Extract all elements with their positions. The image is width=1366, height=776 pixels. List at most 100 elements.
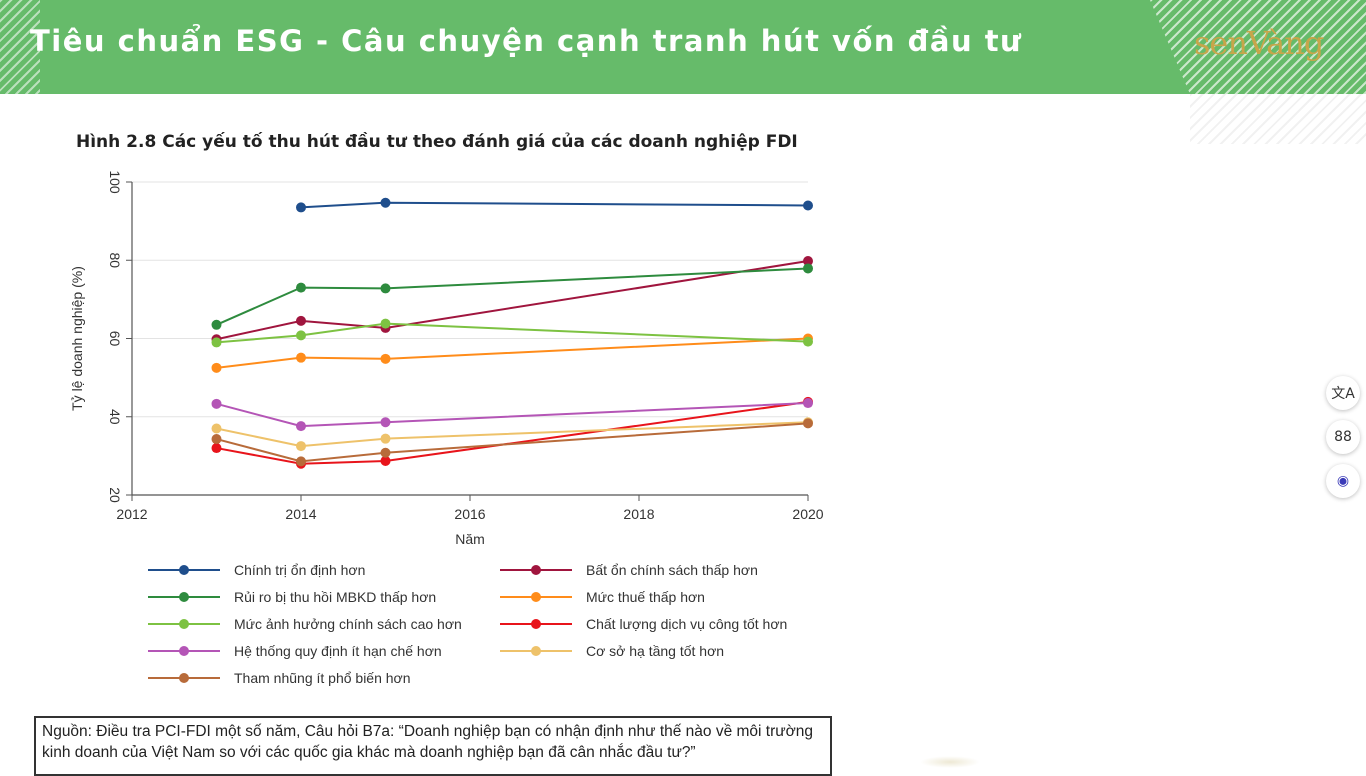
series-line (300, 201, 809, 209)
data-point (211, 319, 222, 330)
data-point (211, 434, 222, 445)
data-point (296, 441, 306, 452)
data-point (296, 202, 306, 213)
decorative-stripes (1190, 94, 1366, 144)
legend-swatch (148, 619, 220, 629)
data-point (211, 398, 222, 409)
data-point (803, 256, 813, 267)
x-tick-label: 2016 (454, 506, 485, 522)
legend-label: Mức ảnh hưởng chính sách cao hơn (234, 616, 462, 632)
legend-label: Cơ sở hạ tầng tốt hơn (586, 643, 725, 659)
data-point (296, 330, 306, 341)
apps-icon[interactable]: 88 (1326, 420, 1360, 454)
chart-gridlines (132, 181, 808, 496)
series-8 (211, 418, 813, 467)
series-line (216, 402, 809, 428)
legend-item: Chất lượng dịch vụ công tốt hơn (498, 612, 787, 636)
series-line (216, 421, 809, 448)
translate-icon[interactable]: 文A (1326, 376, 1360, 410)
assistant-icon[interactable]: ◉ (1326, 464, 1360, 498)
decorative-blur (920, 756, 980, 768)
data-point (380, 455, 391, 466)
series-6 (211, 398, 813, 432)
data-point (296, 456, 306, 467)
data-point (803, 398, 813, 409)
data-point (803, 336, 813, 347)
slide-title: Tiêu chuẩn ESG - Câu chuyện cạnh tranh h… (30, 24, 1023, 58)
x-tick-label: 2012 (116, 506, 147, 522)
data-point (380, 433, 391, 444)
y-tick-label: 60 (107, 331, 123, 347)
legend-label: Mức thuế thấp hơn (586, 589, 705, 605)
data-point (296, 421, 306, 432)
data-point (380, 197, 391, 208)
data-point (380, 417, 391, 428)
header-stripes-right (1150, 0, 1366, 94)
data-point (211, 362, 222, 373)
legend-swatch (148, 592, 220, 602)
series-line (216, 267, 809, 326)
data-point (380, 447, 391, 458)
y-axis-title: Tỷ lệ doanh nghiệp (%) (69, 266, 85, 411)
series-2 (211, 263, 813, 330)
legend-item: Chính trị ổn định hơn (146, 558, 365, 582)
slide-header: Tiêu chuẩn ESG - Câu chuyện cạnh tranh h… (0, 0, 1366, 94)
legend-swatch (148, 673, 220, 683)
source-line-2: kinh doanh của Việt Nam so với các quốc … (42, 744, 696, 761)
legend-item: Tham nhũng ít phổ biến hơn (146, 666, 411, 690)
legend-label: Chính trị ổn định hơn (234, 562, 366, 578)
legend-swatch (500, 619, 572, 629)
legend-label: Tham nhũng ít phổ biến hơn (234, 670, 411, 686)
data-point (380, 353, 391, 364)
data-point (211, 423, 222, 434)
data-point (211, 337, 222, 348)
data-point (211, 443, 222, 454)
legend-label: Rủi ro bị thu hồi MBKD thấp hơn (234, 589, 437, 605)
series-line (216, 322, 809, 344)
x-tick-label: 2020 (792, 506, 823, 522)
legend-swatch (500, 592, 572, 602)
legend-item: Bất ổn chính sách thấp hơn (498, 558, 758, 582)
legend-swatch (148, 646, 220, 656)
y-tick-label: 20 (107, 487, 123, 503)
legend-item: Rủi ro bị thu hồi MBKD thấp hơn (146, 585, 436, 609)
legend-swatch (148, 565, 220, 575)
legend-label: Hệ thống quy định ít hạn chế hơn (234, 643, 442, 659)
legend-swatch (500, 646, 572, 656)
chart-legend: Chính trị ổn định hơn Bất ổn chính sách t… (146, 558, 826, 698)
series-line (216, 422, 809, 463)
legend-label: Chất lượng dịch vụ công tốt hơn (586, 616, 788, 632)
figure-title: Hình 2.8 Các yếu tố thu hút đầu tư theo … (76, 132, 798, 152)
x-axis-title: Năm (455, 531, 485, 547)
legend-swatch (500, 565, 572, 575)
y-tick-label: 100 (107, 170, 123, 194)
legend-label: Bất ổn chính sách thấp hơn (586, 562, 758, 578)
data-point (803, 200, 813, 211)
side-toolbar: 文A 88 ◉ (1318, 372, 1366, 500)
data-point (380, 283, 391, 294)
line-chart: 20 40 60 80 100 2012 2014 2016 2018 2020 Năm Tỷ l… (69, 170, 824, 547)
legend-item: Cơ sở hạ tầng tốt hơn (498, 639, 724, 663)
series-line (216, 260, 809, 341)
data-point (380, 318, 391, 329)
source-note: Nguồn: Điều tra PCI-FDI một số năm, Câu … (34, 716, 832, 776)
data-point (296, 352, 306, 363)
legend-item: Mức thuế thấp hơn (498, 585, 705, 609)
legend-item: Mức ảnh hưởng chính sách cao hơn (146, 612, 462, 636)
series-0 (296, 197, 813, 213)
x-tick-label: 2018 (623, 506, 654, 522)
legend-item: Hệ thống quy định ít hạn chế hơn (146, 639, 442, 663)
data-point (803, 263, 813, 274)
data-point (296, 315, 306, 326)
data-point (803, 418, 813, 429)
x-tick-label: 2014 (285, 506, 316, 522)
header-stripes-left (0, 0, 40, 94)
chart-series (211, 197, 813, 469)
data-point (296, 282, 306, 293)
chart-axes: 20 40 60 80 100 2012 2014 2016 2018 2020 (107, 170, 824, 522)
y-tick-label: 40 (107, 409, 123, 425)
y-tick-label: 80 (107, 252, 123, 268)
series-line (216, 337, 809, 369)
senvang-logo: senVàng (1194, 24, 1324, 62)
series-4 (211, 318, 813, 348)
